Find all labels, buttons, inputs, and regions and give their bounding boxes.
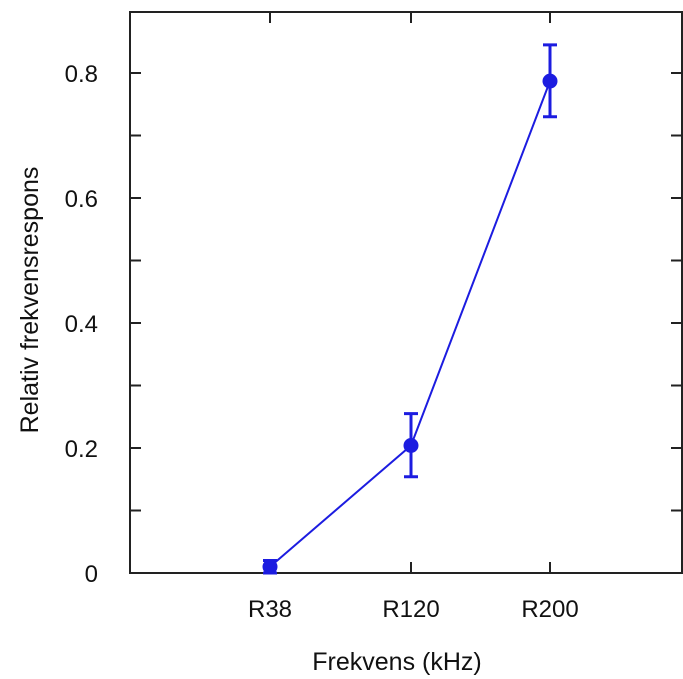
x-axis-title: Frekvens (kHz) bbox=[312, 648, 481, 676]
y-tick-label: 0.8 bbox=[65, 61, 98, 88]
plot-frame bbox=[129, 11, 683, 574]
y-tick-label: 0.2 bbox=[65, 436, 98, 463]
series-group bbox=[262, 43, 558, 575]
x-tick-label: R120 bbox=[382, 596, 439, 623]
series-line bbox=[269, 80, 551, 568]
data-point bbox=[262, 559, 278, 575]
data-point bbox=[403, 438, 419, 453]
y-tick-label: 0 bbox=[85, 561, 98, 588]
y-axis-title: Relativ frekvensrespons bbox=[16, 167, 44, 434]
x-tick-label: R38 bbox=[248, 596, 292, 623]
y-axis: 0 0.2 0.4 0.6 0.8 bbox=[65, 61, 682, 588]
y-tick-label: 0.4 bbox=[65, 311, 98, 338]
y-tick-label: 0.6 bbox=[65, 186, 98, 213]
x-tick-label: R200 bbox=[521, 596, 578, 623]
data-point bbox=[542, 73, 558, 89]
x-axis: R38 R120 R200 bbox=[248, 12, 579, 623]
